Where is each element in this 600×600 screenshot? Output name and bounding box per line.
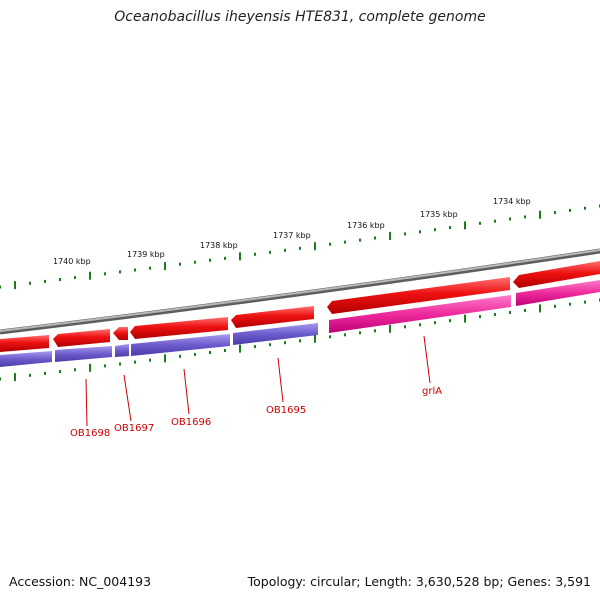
scale-label-1735: 1735 kbp <box>420 210 458 219</box>
genome-summary: Topology: circular; Length: 3,630,528 bp… <box>247 574 591 589</box>
cds-arrow <box>513 261 600 288</box>
cds-block <box>329 295 511 333</box>
gene-label-ob1695: OB1695 <box>266 405 306 416</box>
cds-arrow <box>231 306 314 328</box>
map-title: Oceanobacillus iheyensis HTE831, complet… <box>114 9 486 25</box>
gene-label-ob1696: OB1696 <box>171 417 211 428</box>
scale-label-1736: 1736 kbp <box>347 221 385 230</box>
gene-label-grla: grlA <box>422 386 442 397</box>
accession-label: Accession: NC_004193 <box>9 574 152 589</box>
scale-labels: 1740 kbp 1739 kbp 1738 kbp 1737 kbp 1736… <box>53 197 531 266</box>
genome-backbone <box>0 248 600 335</box>
cds-block <box>233 323 318 345</box>
scale-label-1738: 1738 kbp <box>200 241 238 250</box>
scale-label-1734: 1734 kbp <box>493 197 531 206</box>
cds-block <box>516 280 600 306</box>
scale-label-1739: 1739 kbp <box>127 250 165 259</box>
cds-block <box>55 346 112 362</box>
gene-track <box>0 280 600 367</box>
strand-track <box>0 261 600 352</box>
cds-block <box>0 351 52 367</box>
gene-label-ob1698: OB1698 <box>70 428 110 439</box>
cds-arrow <box>130 317 228 339</box>
scale-label-1737: 1737 kbp <box>273 231 311 240</box>
cds-arrow <box>113 327 128 340</box>
cds-block <box>115 344 129 357</box>
cds-block <box>131 334 230 356</box>
inner-ticks <box>0 298 600 382</box>
label-leaders <box>85 335 431 427</box>
cds-arrow <box>53 329 110 347</box>
cds-arrow <box>0 335 49 352</box>
scale-ticks <box>0 204 600 290</box>
gene-label-ob1697: OB1697 <box>114 423 154 434</box>
scale-label-1740: 1740 kbp <box>53 257 91 266</box>
cds-arrow <box>327 277 510 314</box>
gene-labels: OB1698 OB1697 OB1696 OB1695 grlA <box>70 386 442 439</box>
